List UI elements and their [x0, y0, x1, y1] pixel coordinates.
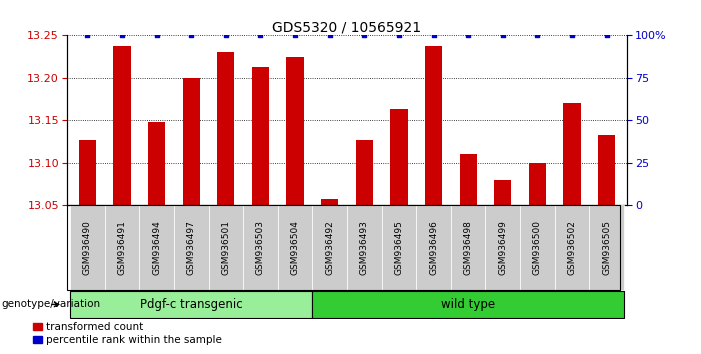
Bar: [451, 205, 486, 290]
Bar: [598, 135, 615, 205]
Text: GSM936491: GSM936491: [118, 220, 126, 275]
Point: [359, 33, 370, 38]
Bar: [313, 291, 624, 318]
Bar: [70, 205, 104, 290]
Bar: [70, 291, 313, 318]
Point: [324, 33, 335, 38]
Bar: [494, 180, 512, 205]
Text: GSM936505: GSM936505: [602, 220, 611, 275]
Point: [220, 33, 231, 38]
Point: [82, 33, 93, 38]
Bar: [182, 78, 200, 205]
Text: GSM936503: GSM936503: [256, 220, 265, 275]
Bar: [355, 140, 373, 205]
Bar: [287, 57, 304, 205]
Bar: [390, 109, 407, 205]
Bar: [252, 67, 269, 205]
Point: [393, 33, 404, 38]
Text: GSM936498: GSM936498: [463, 220, 472, 275]
Title: GDS5320 / 10565921: GDS5320 / 10565921: [273, 20, 421, 34]
Bar: [79, 140, 96, 205]
Text: GSM936499: GSM936499: [498, 220, 508, 275]
Bar: [381, 205, 416, 290]
Point: [151, 33, 162, 38]
Bar: [148, 122, 165, 205]
Point: [601, 33, 612, 38]
Bar: [459, 154, 477, 205]
Bar: [217, 52, 235, 205]
Text: GSM936495: GSM936495: [395, 220, 403, 275]
Legend: transformed count, percentile rank within the sample: transformed count, percentile rank withi…: [33, 322, 222, 345]
Text: GSM936496: GSM936496: [429, 220, 438, 275]
Text: Pdgf-c transgenic: Pdgf-c transgenic: [140, 298, 243, 311]
Point: [497, 33, 508, 38]
Bar: [243, 205, 278, 290]
Point: [290, 33, 301, 38]
Bar: [425, 46, 442, 205]
Text: wild type: wild type: [441, 298, 495, 311]
Text: GSM936497: GSM936497: [186, 220, 196, 275]
Text: GSM936502: GSM936502: [568, 220, 576, 275]
Bar: [104, 205, 139, 290]
Point: [428, 33, 439, 38]
Text: GSM936494: GSM936494: [152, 221, 161, 275]
Bar: [416, 205, 451, 290]
Bar: [208, 205, 243, 290]
Point: [255, 33, 266, 38]
Bar: [347, 205, 381, 290]
Bar: [139, 205, 174, 290]
Bar: [174, 205, 208, 290]
Point: [116, 33, 128, 38]
Point: [566, 33, 578, 38]
Text: GSM936500: GSM936500: [533, 220, 542, 275]
Text: GSM936501: GSM936501: [222, 220, 231, 275]
Point: [532, 33, 543, 38]
Bar: [529, 163, 546, 205]
Bar: [590, 205, 624, 290]
Bar: [321, 199, 339, 205]
Bar: [278, 205, 313, 290]
Bar: [520, 205, 554, 290]
Text: GSM936504: GSM936504: [291, 220, 299, 275]
Text: genotype/variation: genotype/variation: [1, 299, 100, 309]
Text: GSM936490: GSM936490: [83, 220, 92, 275]
Bar: [313, 205, 347, 290]
Text: GSM936493: GSM936493: [360, 220, 369, 275]
Bar: [554, 205, 590, 290]
Point: [463, 33, 474, 38]
Point: [186, 33, 197, 38]
Bar: [564, 103, 580, 205]
Text: GSM936492: GSM936492: [325, 221, 334, 275]
Bar: [114, 46, 130, 205]
Bar: [486, 205, 520, 290]
